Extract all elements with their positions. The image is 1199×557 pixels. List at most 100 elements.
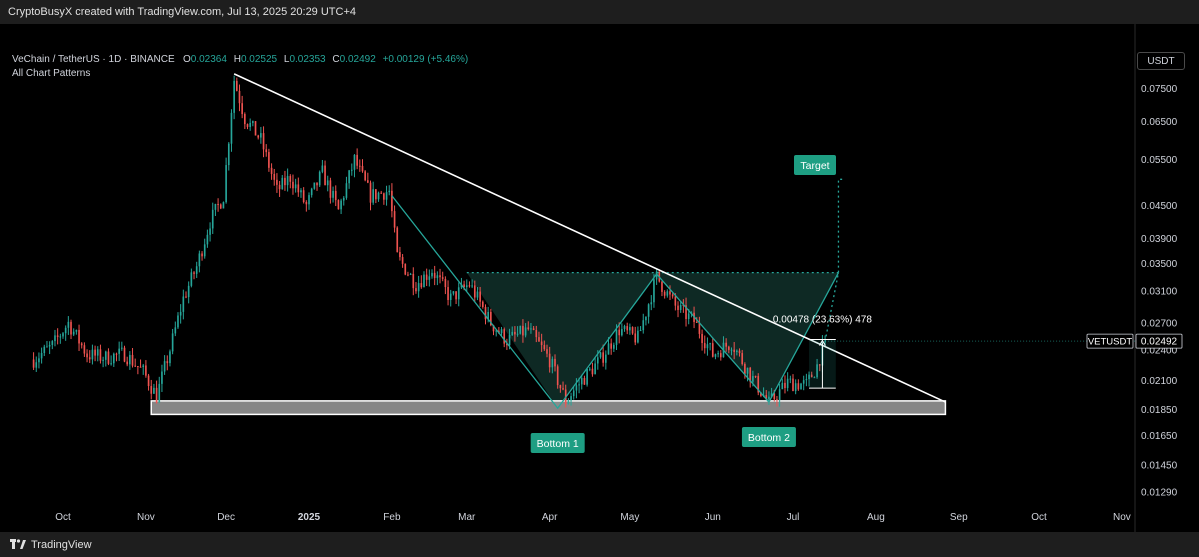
candle-body	[203, 244, 206, 257]
candle	[131, 347, 134, 368]
candle	[412, 267, 415, 296]
candle-body	[32, 359, 35, 368]
symbol-title[interactable]: VeChain / TetherUS · 1D · BINANCE	[12, 54, 175, 65]
candle	[786, 372, 789, 392]
candle-body	[650, 302, 653, 305]
candle	[613, 342, 615, 352]
candle	[166, 355, 169, 371]
chart-panel[interactable]: 0.085000.075000.065000.055000.045000.039…	[0, 24, 1199, 532]
candle	[473, 280, 476, 303]
close-key: C	[332, 54, 340, 65]
candle-body	[107, 351, 110, 364]
price-tick-label: 0.07500	[1141, 84, 1178, 95]
candle-body	[784, 382, 786, 389]
candle	[190, 268, 193, 288]
candle-body	[800, 383, 802, 390]
candle	[578, 377, 580, 394]
candle-body	[719, 353, 722, 358]
candle	[511, 326, 514, 336]
candle	[503, 327, 506, 348]
indicator-name[interactable]: All Chart Patterns	[12, 68, 91, 79]
candle-body	[112, 353, 115, 364]
candle	[575, 378, 578, 399]
candle	[653, 274, 655, 308]
candle-body	[695, 322, 698, 324]
candle	[91, 344, 94, 365]
currency-button[interactable]: USDT	[1137, 52, 1185, 70]
candle	[428, 269, 431, 287]
candle	[193, 271, 195, 280]
candle-body	[385, 192, 388, 200]
candle	[709, 342, 711, 351]
candle	[155, 380, 158, 404]
double-bottom-line	[391, 195, 840, 410]
candle	[706, 337, 709, 356]
candle	[562, 381, 564, 391]
candle-body	[407, 274, 409, 276]
candle	[399, 246, 401, 261]
candle-body	[431, 272, 433, 277]
candle	[244, 112, 246, 129]
candle-body	[278, 184, 281, 190]
bottom1-label: Bottom 1	[530, 433, 585, 453]
candle-body	[75, 329, 78, 332]
candle	[754, 375, 757, 379]
target-label-text: Target	[800, 160, 829, 172]
candle-body	[674, 296, 677, 306]
candle	[32, 352, 35, 370]
tradingview-logo-icon	[10, 539, 26, 550]
candle	[337, 199, 340, 210]
candle-body	[313, 182, 316, 189]
candle	[816, 358, 818, 379]
candle-body	[789, 378, 792, 380]
candle	[367, 172, 369, 184]
candle	[110, 355, 112, 366]
candle-body	[423, 274, 425, 288]
candle-body	[209, 228, 211, 235]
candle-body	[227, 143, 230, 166]
candle-body	[522, 325, 524, 336]
candle	[145, 360, 147, 378]
candle	[479, 286, 481, 307]
candle	[642, 313, 645, 334]
candle	[792, 374, 794, 392]
candle-body	[479, 291, 481, 302]
candle-body	[332, 190, 334, 198]
candle	[425, 268, 428, 287]
candle	[383, 192, 385, 205]
candle	[134, 358, 137, 367]
candle-body	[147, 375, 150, 387]
price-chart[interactable]: 0.085000.075000.065000.055000.045000.039…	[0, 24, 1199, 532]
candle	[645, 316, 647, 326]
candle	[51, 340, 54, 350]
candle	[286, 168, 289, 192]
candle-body	[297, 184, 300, 193]
candle-body	[308, 195, 310, 205]
candle-body	[594, 363, 596, 375]
candle-body	[711, 343, 714, 357]
candle	[214, 203, 217, 217]
candle	[270, 163, 273, 180]
candle	[67, 316, 70, 335]
candle	[495, 329, 498, 337]
candle	[538, 331, 540, 342]
measure-arrow-head	[818, 339, 826, 346]
candle-body	[62, 333, 64, 337]
candle-body	[292, 181, 294, 189]
candle-body	[631, 327, 634, 334]
measure-label: 0.00478 (23.63%) 478	[773, 314, 872, 325]
candle	[781, 378, 784, 390]
candle-body	[495, 330, 498, 332]
candle	[481, 300, 484, 309]
candle-body	[613, 344, 615, 349]
candle	[725, 338, 727, 352]
candle	[441, 271, 444, 282]
time-tick-label: Apr	[542, 512, 558, 523]
candle	[187, 281, 190, 304]
candle	[80, 342, 83, 349]
candle-body	[182, 296, 185, 312]
candle-body	[717, 353, 719, 355]
low-key: L	[283, 54, 290, 65]
price-tick-label: 0.01650	[1141, 431, 1178, 442]
candle-body	[214, 203, 217, 210]
